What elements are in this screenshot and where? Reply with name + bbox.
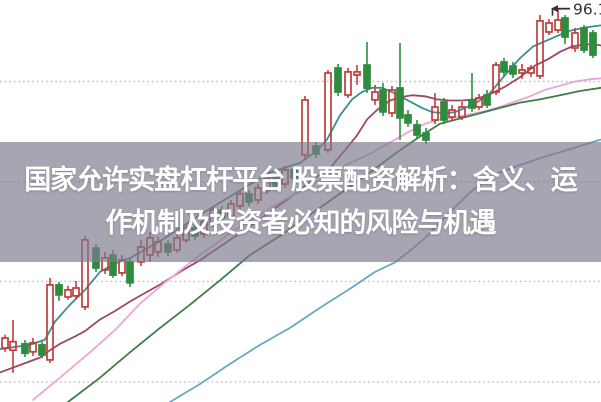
price-label: 96.18	[573, 1, 601, 19]
headline-overlay	[0, 142, 601, 262]
headline: 国家允许实盘杠杆平台 股票配资解析：含义、运 作机制及投资者必知的风险与机遇	[0, 159, 601, 245]
headline-line-1: 国家允许实盘杠杆平台 股票配资解析：含义、运	[24, 165, 578, 195]
price-arrow-icon	[551, 5, 558, 13]
headline-line-2: 作机制及投资者必知的风险与机遇	[105, 208, 497, 238]
ma-line-ma-20	[32, 77, 601, 401]
